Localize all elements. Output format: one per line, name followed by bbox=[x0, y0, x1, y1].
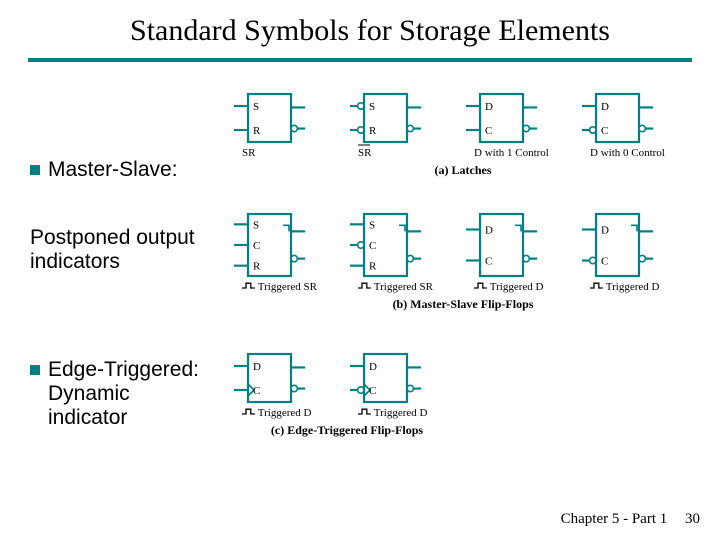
svg-text:C: C bbox=[369, 385, 376, 397]
svg-text:Triggered SR: Triggered SR bbox=[258, 281, 318, 293]
svg-text:R: R bbox=[369, 261, 377, 273]
svg-text:SR: SR bbox=[358, 147, 372, 159]
svg-text:(a) Latches: (a) Latches bbox=[435, 163, 492, 177]
svg-text:C: C bbox=[601, 125, 608, 137]
svg-text:D: D bbox=[369, 361, 377, 373]
svg-text:D with 1 Control: D with 1 Control bbox=[474, 147, 549, 159]
svg-text:C: C bbox=[485, 125, 492, 137]
svg-text:Triggered SR: Triggered SR bbox=[374, 281, 434, 293]
row-b-master-slave: SCRTriggered SRSCRTriggered SRDCTriggere… bbox=[230, 212, 712, 316]
svg-text:D: D bbox=[253, 361, 261, 373]
svg-text:C: C bbox=[253, 240, 260, 252]
section-text: Master-Slave: bbox=[48, 158, 178, 182]
svg-text:D: D bbox=[485, 101, 493, 113]
row-a-latches: SRSRSRSRDCD with 1 ControlDCD with 0 Con… bbox=[230, 92, 712, 182]
bullet-icon bbox=[30, 165, 40, 175]
svg-text:C: C bbox=[485, 256, 492, 268]
row-c-edge-triggered: DCTriggered DDCTriggered D(c) Edge-Trigg… bbox=[230, 352, 480, 442]
section-text: Postponed output indicators bbox=[30, 226, 195, 274]
svg-text:Triggered D: Triggered D bbox=[606, 281, 660, 293]
svg-text:D: D bbox=[601, 101, 609, 113]
bullet-icon bbox=[30, 365, 40, 375]
svg-text:C: C bbox=[601, 256, 608, 268]
footer-chapter: Chapter 5 - Part 1 bbox=[561, 511, 668, 527]
svg-text:C: C bbox=[369, 240, 376, 252]
svg-text:S: S bbox=[369, 101, 375, 113]
svg-text:S: S bbox=[369, 219, 375, 231]
section-edge-triggered: Edge-Triggered: Dynamic indicator bbox=[30, 358, 199, 430]
section-text: Edge-Triggered: Dynamic indicator bbox=[48, 358, 199, 430]
section-master-slave: Master-Slave: bbox=[30, 158, 178, 182]
svg-text:Triggered D: Triggered D bbox=[374, 407, 428, 419]
footer: Chapter 5 - Part 1 30 bbox=[561, 511, 700, 528]
footer-page: 30 bbox=[685, 511, 700, 527]
svg-text:C: C bbox=[253, 385, 260, 397]
title-underline bbox=[28, 58, 692, 62]
svg-text:S: S bbox=[253, 101, 259, 113]
svg-text:S: S bbox=[253, 219, 259, 231]
svg-text:SR: SR bbox=[242, 147, 256, 159]
slide-title: Standard Symbols for Storage Elements bbox=[0, 0, 720, 54]
svg-text:Triggered D: Triggered D bbox=[258, 407, 312, 419]
svg-text:R: R bbox=[253, 261, 261, 273]
svg-text:Triggered D: Triggered D bbox=[490, 281, 544, 293]
svg-text:D: D bbox=[601, 225, 609, 237]
section-postponed: Postponed output indicators bbox=[30, 226, 195, 274]
svg-text:(b) Master-Slave Flip-Flops: (b) Master-Slave Flip-Flops bbox=[393, 297, 534, 311]
svg-text:R: R bbox=[369, 125, 377, 137]
svg-text:(c) Edge-Triggered Flip-Flops: (c) Edge-Triggered Flip-Flops bbox=[271, 423, 424, 437]
svg-text:D with 0 Control: D with 0 Control bbox=[590, 147, 665, 159]
svg-text:R: R bbox=[253, 125, 261, 137]
svg-text:D: D bbox=[485, 225, 493, 237]
